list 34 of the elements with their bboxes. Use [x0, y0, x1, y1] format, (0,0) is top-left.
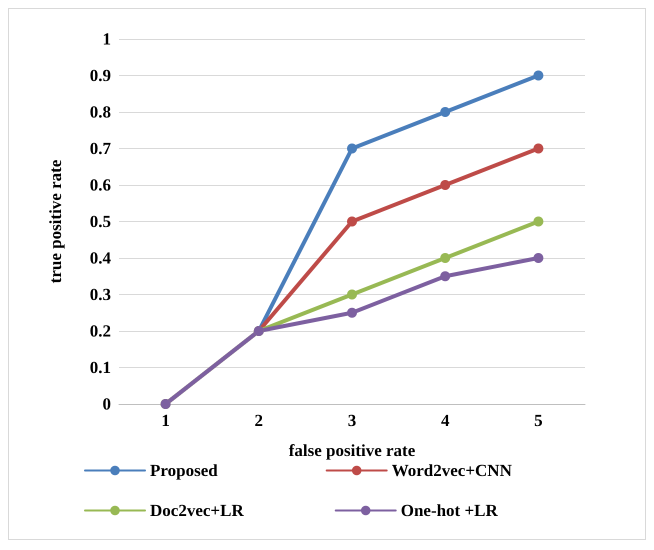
point	[533, 216, 544, 226]
x-axis-title: false positive rate	[288, 441, 416, 460]
point	[347, 308, 357, 318]
point	[347, 216, 357, 226]
legend-label: Proposed	[150, 461, 286, 480]
x-tick-label: 4	[440, 411, 450, 430]
y-tick-label: 0.8	[90, 102, 111, 122]
x-tick-label: 1	[161, 411, 170, 430]
y-tick-label: 0.4	[90, 248, 112, 268]
x-tick-label: 2	[254, 411, 264, 430]
y-tick-label: 0.9	[90, 66, 111, 85]
y-axis-title: true positive rate	[46, 159, 65, 284]
x-tick-label: 3	[348, 411, 356, 430]
y-tick-label: 0	[102, 394, 111, 414]
legend-label: Word2vec+CNN	[392, 461, 546, 480]
y-tick-label: 0.6	[90, 176, 111, 194]
point	[440, 253, 450, 263]
point	[533, 253, 544, 263]
point	[440, 107, 450, 117]
x-tick-label: 5	[534, 411, 543, 430]
point	[533, 70, 544, 80]
legend-label: One-hot +LR	[400, 501, 540, 520]
y-tick-label: 1	[102, 30, 111, 48]
point	[440, 271, 450, 282]
point	[347, 144, 357, 154]
point	[347, 290, 357, 300]
y-tick-label: 0.7	[90, 139, 112, 158]
y-tick-label: 0.3	[90, 285, 111, 304]
y-tick-label: 0.2	[90, 322, 111, 340]
y-tick-label: 0.5	[90, 212, 111, 231]
y-tick-label: 0.1	[90, 358, 111, 377]
point	[533, 144, 544, 154]
point	[440, 180, 450, 190]
legend-label: Doc2vec+LR	[150, 501, 295, 520]
